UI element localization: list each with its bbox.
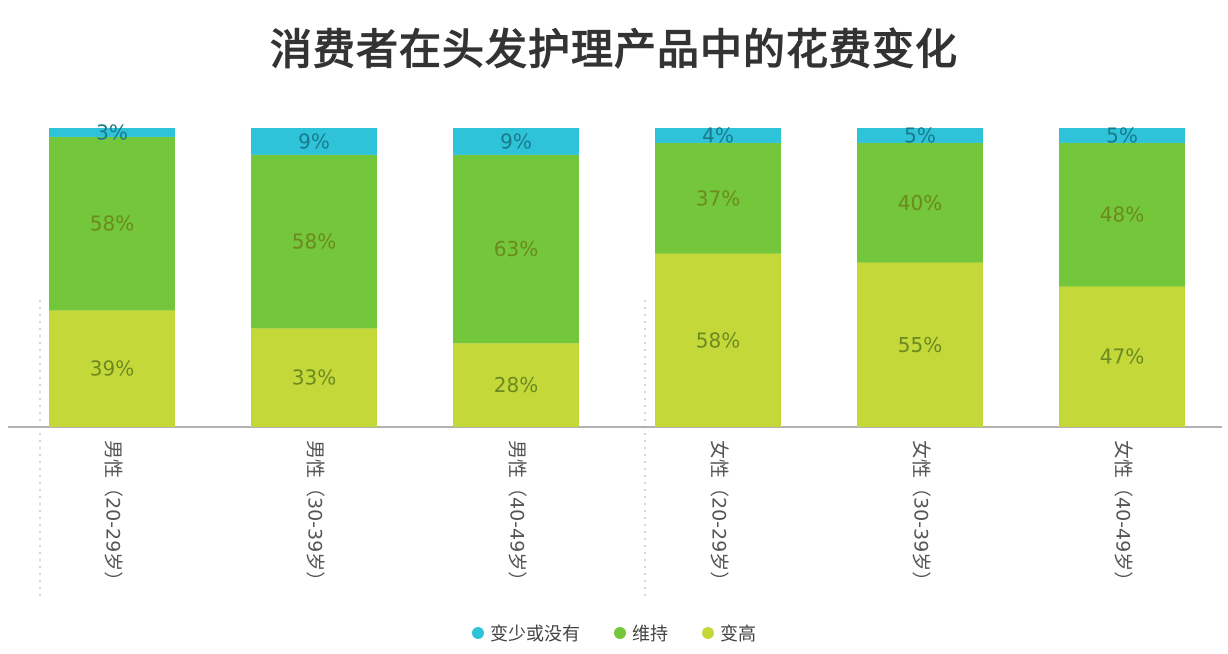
bar-2-0 xyxy=(453,343,579,427)
data-label-3-1: 37% xyxy=(696,186,740,210)
legend: 变少或没有 维持 变高 xyxy=(0,620,1228,646)
data-label-0-2: 3% xyxy=(96,120,128,144)
data-label-5-0: 47% xyxy=(1100,345,1144,369)
data-label-2-0: 28% xyxy=(494,373,538,397)
bar-0-2 xyxy=(49,128,175,137)
data-label-2-1: 63% xyxy=(494,237,538,261)
data-label-3-0: 58% xyxy=(696,328,740,352)
category-label-3: 女性（20-29岁） xyxy=(708,440,730,590)
legend-label: 变少或没有 xyxy=(490,624,580,645)
bar-3-0 xyxy=(655,253,781,427)
data-label-2-2: 9% xyxy=(500,129,532,153)
category-label-2: 男性（40-49岁） xyxy=(506,440,528,590)
data-label-4-2: 5% xyxy=(904,123,936,147)
data-label-1-1: 58% xyxy=(292,230,336,254)
bar-3-2 xyxy=(655,128,781,143)
data-label-1-2: 9% xyxy=(298,129,330,153)
bar-5-2 xyxy=(1059,128,1185,143)
data-label-0-0: 39% xyxy=(90,357,134,381)
legend-marker xyxy=(702,627,714,639)
category-label-1: 男性（30-39岁） xyxy=(304,440,326,590)
bar-2-2 xyxy=(453,128,579,155)
category-label-5: 女性（40-49岁） xyxy=(1112,440,1134,590)
data-label-0-1: 58% xyxy=(90,212,134,236)
legend-item-0: 变少或没有 xyxy=(472,620,580,646)
category-label-4: 女性（30-39岁） xyxy=(910,440,932,590)
bar-5-1 xyxy=(1059,142,1185,287)
chart-title: 消费者在头发护理产品中的花费变化 xyxy=(269,25,958,74)
legend-item-2: 变高 xyxy=(702,620,756,646)
bar-3-1 xyxy=(655,142,781,254)
data-label-4-1: 40% xyxy=(898,191,942,215)
bar-5-0 xyxy=(1059,286,1185,427)
legend-label: 变高 xyxy=(720,624,756,645)
bar-1-1 xyxy=(251,154,377,329)
legend-label: 维持 xyxy=(632,624,668,645)
bar-0-0 xyxy=(49,310,175,427)
bar-1-2 xyxy=(251,128,377,155)
data-label-5-1: 48% xyxy=(1100,203,1144,227)
bar-1-0 xyxy=(251,328,377,427)
legend-marker xyxy=(472,627,484,639)
stacked-bar-chart: 39% 58% 3% 男性（20-29岁） 33% 58% 9% 男性（30-39岁） 28% 6… xyxy=(8,120,1222,600)
data-label-5-2: 5% xyxy=(1106,123,1138,147)
legend-item-1: 维持 xyxy=(614,620,668,646)
bar-4-2 xyxy=(857,128,983,143)
bar-2-1 xyxy=(453,154,579,344)
legend-marker xyxy=(614,627,626,639)
data-label-1-0: 33% xyxy=(292,366,336,390)
bar-4-1 xyxy=(857,142,983,263)
bar-4-0 xyxy=(857,262,983,427)
data-label-3-2: 4% xyxy=(702,123,734,147)
data-label-4-0: 55% xyxy=(898,333,942,357)
bar-0-1 xyxy=(49,136,175,311)
category-label-0: 男性（20-29岁） xyxy=(102,440,124,590)
